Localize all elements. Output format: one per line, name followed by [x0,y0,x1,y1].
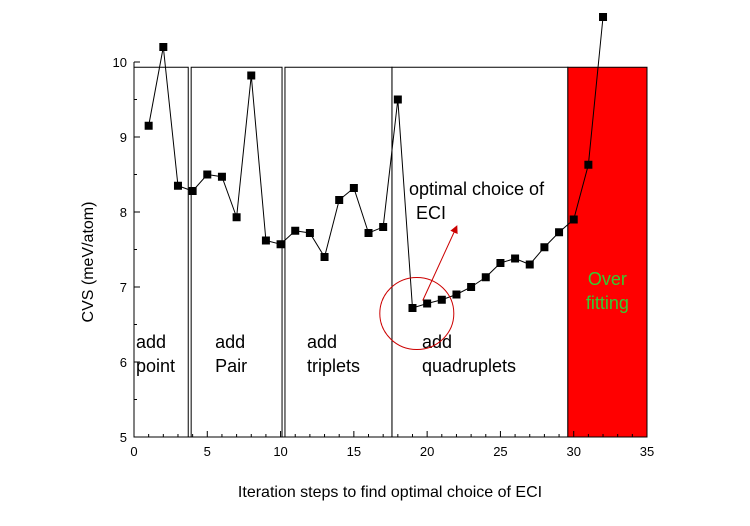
data-point [423,299,432,308]
series-line-0 [148,16,604,309]
x-tick-label: 20 [420,444,434,459]
y-tick-label: 5 [120,430,127,445]
annotation-arrow-0 [422,225,458,301]
data-point [393,95,402,104]
data-point [305,229,314,237]
annotation-circle-0 [379,277,455,350]
data-point [364,229,373,237]
x-axis-title: Iteration steps to find optimal choice o… [238,484,542,501]
region-label-0-1: point [136,356,175,376]
x-tick-label: 10 [273,444,287,459]
data-point [437,295,446,304]
annotation-label-0-0: optimal choice of [409,179,545,199]
data-point [247,71,256,80]
data-point [203,170,212,179]
region-label-4-1: fitting [586,293,629,313]
x-tick-label: 35 [640,444,654,459]
region-box-3 [391,66,569,438]
data-point [379,223,388,231]
y-tick-label: 10 [113,55,127,70]
data-point [525,260,534,269]
data-point [481,273,490,282]
region-box-0 [133,66,189,438]
region-label-4-0: Over [588,269,627,289]
data-point [261,236,270,245]
region-box-2 [284,66,393,438]
series-layer [144,13,608,312]
x-tick-label: 30 [566,444,580,459]
y-tick-label: 8 [120,205,127,220]
y-tick-label: 9 [120,130,127,145]
data-point [599,13,608,21]
data-point [335,196,344,204]
x-tick-label: 0 [130,444,137,459]
region-label-0-0: add [136,332,166,352]
region-box-1 [190,66,283,438]
y-axis-title: CVS (meV/atom) [80,202,97,323]
x-tick-label: 5 [204,444,211,459]
data-point [232,213,241,222]
data-point [349,184,358,192]
data-point [408,304,417,312]
region-label-2-1: triplets [307,356,360,376]
region-label-1-0: add [215,332,245,352]
data-point [217,172,226,181]
data-point [159,43,168,51]
region-label-3-1: quadruplets [422,356,516,376]
data-point [144,121,153,130]
data-point [569,215,578,224]
region-label-1-1: Pair [215,356,247,376]
data-point [584,160,593,169]
y-tick-label: 7 [120,280,127,295]
annotation-layer: optimal choice of ECI [379,179,545,350]
data-point [276,240,285,249]
x-tick-label: 25 [493,444,507,459]
data-point [320,253,329,261]
data-point [496,259,505,267]
data-point [511,254,520,263]
y-tick-label: 6 [120,355,127,370]
region-box-4 [567,66,648,438]
data-point [540,243,549,252]
data-point [467,283,476,291]
data-point [188,187,197,195]
data-point [291,226,300,235]
data-point [452,290,461,299]
annotation-label-0-1: ECI [416,203,446,223]
data-point [555,228,564,237]
data-point [173,181,182,190]
region-layer: add point add Pair add triplets add quadruplets… [133,66,648,438]
region-label-2-0: add [307,332,337,352]
x-tick-label: 15 [347,444,361,459]
region-label-3-0: add [422,332,452,352]
